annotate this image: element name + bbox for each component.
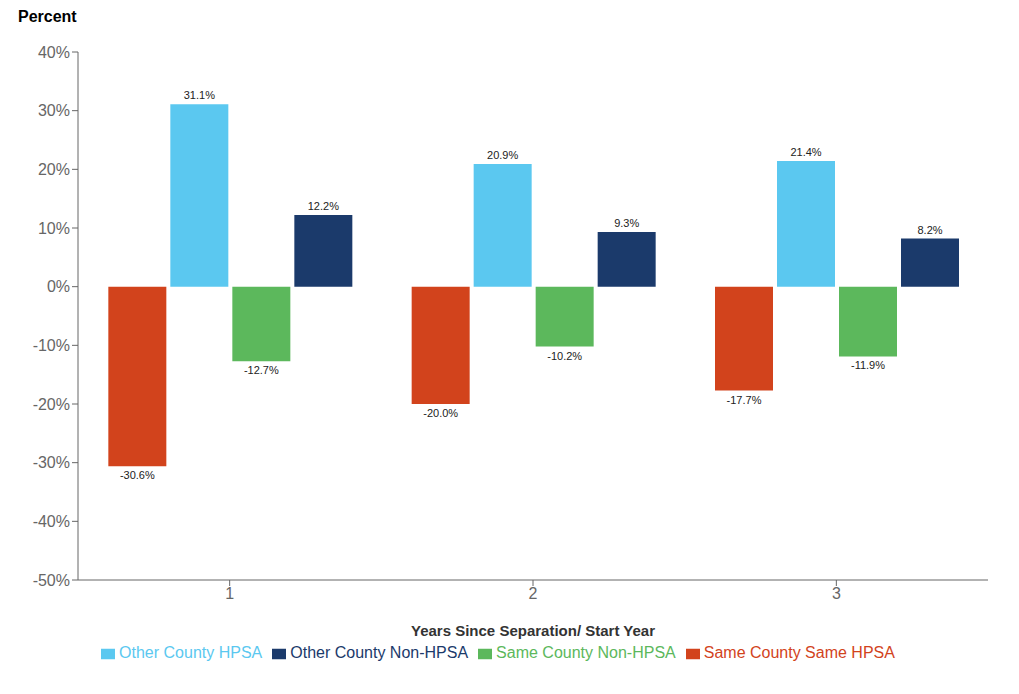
svg-text:-30.6%: -30.6%	[120, 469, 155, 481]
html-text:Same County Same HPSA: Same County Same HPSA	[703, 644, 895, 661]
svg-text:Years Since Separation/ Start: Years Since Separation/ Start Year	[411, 622, 655, 639]
svg-text:31.1%: 31.1%	[184, 89, 215, 101]
svg-text:-10%: -10%	[33, 337, 70, 354]
svg-text:3: 3	[832, 585, 841, 602]
svg-text:40%: 40%	[38, 44, 70, 61]
svg-text:-50%: -50%	[33, 572, 70, 589]
svg-text:30%: 30%	[38, 102, 70, 119]
svg-text:-12.7%: -12.7%	[244, 364, 279, 376]
svg-text:20.9%: 20.9%	[487, 149, 518, 161]
svg-text:20%: 20%	[38, 161, 70, 178]
svg-text:0%: 0%	[47, 278, 70, 295]
svg-text:-20.0%: -20.0%	[423, 407, 458, 419]
svg-text:21.4%: 21.4%	[790, 146, 821, 158]
svg-text:2: 2	[529, 585, 538, 602]
html-text:Other County Non-HPSA: Other County Non-HPSA	[290, 644, 469, 661]
svg-text:10%: 10%	[38, 220, 70, 237]
svg-text:1: 1	[225, 585, 234, 602]
svg-text:12.2%: 12.2%	[308, 200, 339, 212]
svg-text:-20%: -20%	[33, 396, 70, 413]
svg-text:-40%: -40%	[33, 513, 70, 530]
svg-text:9.3%: 9.3%	[614, 217, 639, 229]
html-text:Percent: Percent	[18, 8, 77, 25]
svg-text:8.2%: 8.2%	[917, 224, 942, 236]
svg-text:-30%: -30%	[33, 454, 70, 471]
html-text:Other County HPSA: Other County HPSA	[119, 644, 263, 661]
svg-text:-10.2%: -10.2%	[547, 350, 582, 362]
svg-text:-11.9%: -11.9%	[851, 359, 885, 371]
html-text:Same County Non-HPSA: Same County Non-HPSA	[496, 644, 676, 661]
svg-text:-17.7%: -17.7%	[727, 394, 762, 406]
